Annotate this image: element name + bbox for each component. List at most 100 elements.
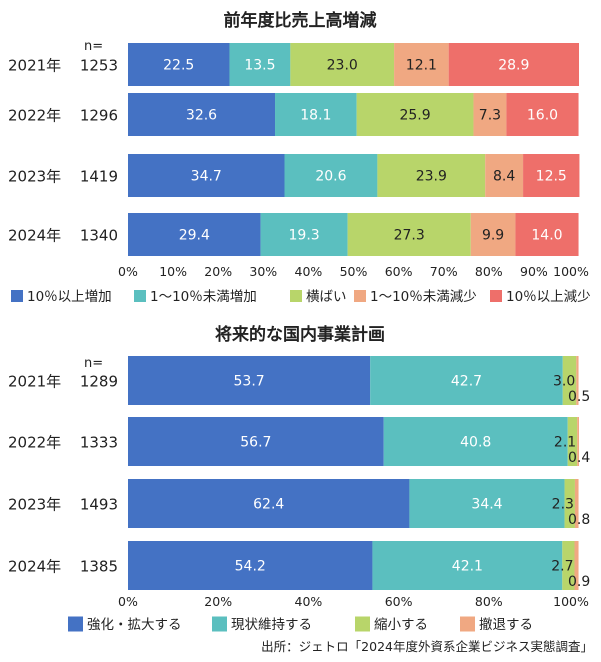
chart1-x-tick-label: 10%	[159, 264, 187, 279]
chart1-data-label: 16.0	[527, 108, 558, 124]
chart2-bar-segment	[128, 541, 373, 590]
chart1-data-label: 13.5	[244, 58, 275, 74]
source-note: 出所：ジェトロ「2024年度外資系企業ビジネス実態調査」	[261, 639, 593, 654]
chart1-legend-swatch	[11, 290, 23, 302]
chart1-bar-segment	[260, 213, 348, 256]
chart2-legend-label: 現状維持する	[231, 617, 312, 633]
chart2-n-header: n=	[84, 356, 103, 371]
chart1-data-label: 9.9	[482, 228, 504, 244]
chart1-data-label: 12.1	[406, 58, 437, 74]
chart2-data-label: 3.0	[553, 374, 575, 390]
chart1-data-label: 22.5	[163, 58, 194, 74]
chart1-bar-segment	[347, 213, 471, 256]
chart1-row-label: 2021年	[8, 57, 61, 75]
chart2-bar-segment	[562, 541, 575, 590]
chart1-x-tick-label: 100%	[553, 264, 589, 279]
chart1-n-header: n=	[84, 39, 103, 54]
chart1-legend-label: 10％以上増加	[27, 289, 112, 305]
chart2-legend-swatch	[355, 616, 370, 632]
chart1-row-label: 2023年	[8, 168, 61, 186]
chart1-x-tick-label: 20%	[204, 264, 232, 279]
chart1-legend-swatch	[354, 290, 366, 302]
chart1-legend-swatch	[490, 290, 502, 302]
chart2-bar-segment	[409, 479, 565, 528]
chart1-x-tick-label: 80%	[475, 264, 503, 279]
chart1-data-label: 27.3	[394, 228, 425, 244]
chart2-data-label: 40.8	[460, 435, 491, 451]
chart1-data-label: 28.9	[498, 58, 529, 74]
chart2-data-label: 42.1	[452, 559, 483, 575]
chart2-n-value: 1385	[80, 558, 118, 576]
chart2-data-label: 0.5	[568, 389, 590, 405]
chart2-bar-segment	[576, 356, 579, 405]
chart1-bar-segment	[128, 154, 285, 197]
chart2-data-label: 0.4	[568, 450, 590, 466]
chart2-n-value: 1333	[80, 434, 118, 452]
chart1-bar-segment	[506, 93, 579, 136]
chart1-bar-segment	[394, 43, 449, 86]
chart1-data-label: 20.6	[315, 169, 346, 185]
chart1-bar-segment	[128, 213, 261, 256]
chart1-bar-segment	[485, 154, 524, 197]
chart1-n-value: 1340	[80, 227, 118, 245]
chart2-data-label: 56.7	[240, 435, 271, 451]
chart1-data-label: 34.7	[191, 169, 222, 185]
chart1-legend-label: 10％以上減少	[506, 288, 591, 305]
chart2-legend-swatch	[460, 616, 475, 632]
chart2-data-label: 2.1	[554, 435, 576, 451]
chart1-x-tick-label: 60%	[385, 264, 413, 279]
chart1-data-label: 25.9	[399, 108, 430, 124]
chart2-row-label: 2021年	[8, 373, 61, 391]
chart1-bar-segment	[523, 154, 580, 197]
chart1-data-label: 14.0	[531, 228, 562, 244]
chart2-data-label: 53.7	[234, 374, 265, 390]
chart2-x-tick-label: 0%	[118, 594, 138, 609]
chart1-data-label: 29.4	[179, 228, 210, 244]
chart2-data-label: 2.7	[551, 559, 573, 575]
chart1-n-value: 1253	[80, 57, 118, 75]
chart1-bar-segment	[128, 43, 230, 86]
chart2-row-label: 2023年	[8, 496, 61, 514]
chart1-x-tick-label: 90%	[520, 264, 548, 279]
chart2-legend-swatch	[212, 616, 227, 632]
chart2-bar-segment	[577, 417, 579, 466]
chart1-data-label: 23.0	[327, 58, 358, 74]
chart1-bar-segment	[229, 43, 291, 86]
chart1-data-label: 18.1	[300, 108, 331, 124]
chart1-n-value: 1419	[80, 168, 118, 186]
chart1-row-label: 2024年	[8, 227, 61, 245]
chart2-x-tick-label: 80%	[475, 594, 503, 609]
chart1-legend-swatch	[134, 290, 146, 302]
chart1-x-tick-label: 40%	[295, 264, 323, 279]
chart2-data-label: 62.4	[253, 497, 284, 513]
chart1-bar-segment	[515, 213, 579, 256]
chart1-x-tick-label: 0%	[118, 264, 138, 279]
chart1-data-label: 23.9	[416, 169, 447, 185]
chart1-bar-segment	[377, 154, 486, 197]
chart2-bar-segment	[562, 356, 577, 405]
chart2-x-tick-label: 20%	[204, 594, 232, 609]
chart1-n-value: 1296	[80, 107, 118, 125]
chart1-data-label: 32.6	[186, 108, 217, 124]
chart1-data-label: 8.4	[493, 169, 515, 185]
chart1-bar-segment	[284, 154, 378, 197]
chart2-bar-segment	[128, 479, 410, 528]
chart1-bar-segment	[290, 43, 395, 86]
chart1-bar-segment	[275, 93, 357, 136]
chart2-row-label: 2024年	[8, 558, 61, 576]
chart2-legend-label: 縮小する	[374, 617, 428, 633]
chart1-bar-segment	[128, 93, 276, 136]
chart2-data-label: 42.7	[451, 374, 482, 390]
chart2-bar-segment	[128, 356, 371, 405]
chart2-row-label: 2022年	[8, 434, 61, 452]
chart2-bar-segment	[574, 541, 579, 590]
chart1-row-label: 2022年	[8, 107, 61, 125]
chart2-data-label: 54.2	[235, 559, 266, 575]
chart2-bar-segment	[128, 417, 384, 466]
chart1-x-tick-label: 50%	[340, 264, 368, 279]
chart2-bar-segment	[372, 541, 563, 590]
chart1-bar-segment	[448, 43, 579, 86]
chart2-bar-segment	[370, 356, 563, 405]
chart1-legend-label: 1〜10％未満増加	[150, 289, 257, 305]
